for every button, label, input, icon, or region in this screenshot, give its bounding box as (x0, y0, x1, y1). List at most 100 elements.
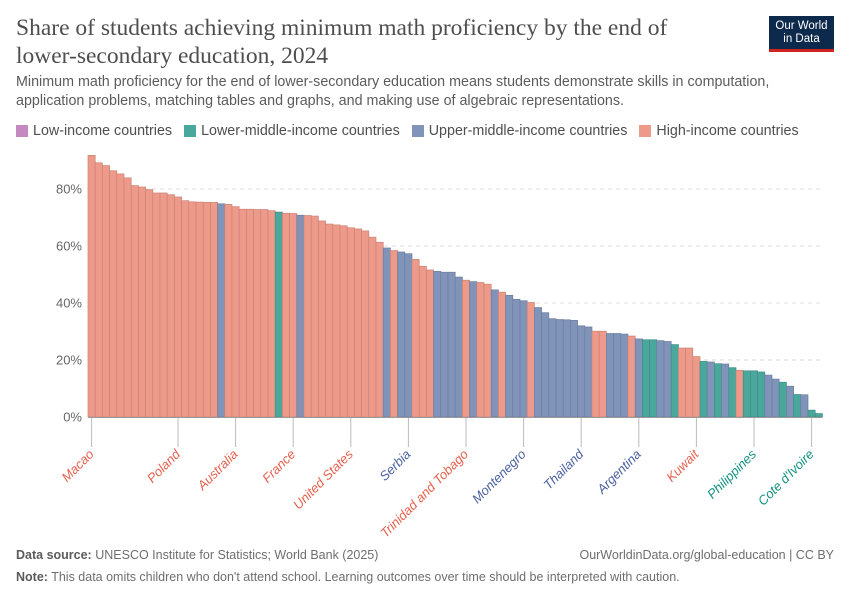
bar[interactable] (274, 211, 283, 418)
bar[interactable] (656, 340, 665, 418)
bar[interactable] (814, 413, 823, 418)
bar[interactable] (296, 214, 305, 418)
bar[interactable] (526, 302, 535, 418)
bar[interactable] (310, 215, 319, 418)
bar[interactable] (771, 378, 780, 418)
bar[interactable] (634, 338, 643, 418)
bar[interactable] (210, 202, 218, 418)
source-text[interactable]: UNESCO Institute for Statistics; World B… (95, 548, 379, 562)
bar[interactable] (260, 209, 269, 418)
bar[interactable] (238, 208, 247, 418)
bar[interactable] (598, 330, 607, 418)
bar[interactable] (159, 192, 168, 418)
bar[interactable] (663, 341, 672, 418)
bar[interactable] (339, 225, 348, 418)
bar[interactable] (303, 215, 312, 418)
bar[interactable] (123, 177, 132, 418)
bar[interactable] (382, 247, 391, 418)
bar[interactable] (130, 185, 139, 418)
bar[interactable] (152, 192, 161, 418)
bar[interactable] (447, 271, 456, 418)
bar[interactable] (699, 361, 708, 418)
bar[interactable] (706, 361, 715, 418)
bar[interactable] (224, 204, 233, 418)
bar[interactable] (253, 209, 262, 418)
bar[interactable] (397, 251, 406, 418)
bar[interactable] (174, 196, 182, 418)
bar[interactable] (541, 312, 550, 418)
bar[interactable] (570, 320, 578, 418)
bar[interactable] (368, 236, 377, 418)
bar[interactable] (670, 344, 679, 418)
bar[interactable] (87, 155, 96, 418)
bar[interactable] (166, 194, 175, 418)
bar[interactable] (361, 230, 370, 418)
bar[interactable] (519, 300, 528, 418)
bar[interactable] (282, 212, 290, 418)
legend-item-lower-middle[interactable]: Lower-middle-income countries (184, 123, 400, 139)
bar[interactable] (490, 289, 499, 418)
bar[interactable] (217, 203, 226, 418)
bar[interactable] (757, 371, 766, 418)
bar[interactable] (94, 162, 103, 418)
bar[interactable] (411, 259, 420, 418)
bar[interactable] (462, 279, 470, 418)
bar[interactable] (620, 333, 629, 418)
bar[interactable] (109, 170, 118, 418)
bar[interactable] (786, 385, 794, 418)
bar[interactable] (764, 374, 773, 418)
bar[interactable] (145, 189, 154, 418)
bar[interactable] (584, 326, 593, 418)
bar[interactable] (138, 186, 146, 418)
bar[interactable] (505, 294, 514, 418)
bar[interactable] (483, 283, 492, 418)
bar[interactable] (267, 210, 276, 418)
bar[interactable] (807, 409, 816, 418)
bar[interactable] (685, 347, 694, 418)
bar[interactable] (404, 253, 413, 418)
bar[interactable] (800, 394, 809, 418)
bar[interactable] (375, 241, 384, 418)
bar[interactable] (534, 307, 542, 418)
bar[interactable] (346, 227, 355, 418)
source-url[interactable]: OurWorldinData.org/global-education | CC… (579, 548, 834, 562)
bar[interactable] (627, 335, 636, 418)
bar[interactable] (735, 369, 744, 418)
bar[interactable] (512, 298, 521, 418)
bar[interactable] (440, 271, 449, 418)
bar[interactable] (188, 201, 197, 418)
bar[interactable] (102, 165, 110, 418)
bar[interactable] (332, 224, 341, 418)
legend-item-upper-middle[interactable]: Upper-middle-income countries (411, 123, 627, 139)
bar[interactable] (195, 201, 204, 418)
bar[interactable] (606, 333, 614, 418)
bar[interactable] (678, 347, 686, 418)
bar[interactable] (433, 271, 442, 418)
bar[interactable] (714, 363, 722, 418)
legend-item-low[interactable]: Low-income countries (16, 123, 172, 139)
bar[interactable] (354, 228, 362, 418)
bar[interactable] (390, 250, 398, 418)
legend-item-high[interactable]: High-income countries (639, 123, 799, 139)
bar[interactable] (318, 220, 326, 418)
bar[interactable] (289, 213, 298, 418)
bar[interactable] (793, 394, 802, 418)
owid-logo[interactable]: Our World in Data (769, 16, 834, 52)
bar[interactable] (591, 330, 600, 418)
bar[interactable] (454, 276, 463, 418)
bar[interactable] (555, 319, 564, 418)
bar[interactable] (721, 363, 730, 418)
bar[interactable] (426, 269, 434, 418)
bar[interactable] (692, 356, 701, 418)
bar[interactable] (613, 333, 622, 418)
bar[interactable] (325, 223, 334, 418)
bar[interactable] (181, 200, 190, 418)
bar[interactable] (750, 370, 758, 418)
bar[interactable] (116, 173, 125, 418)
bar[interactable] (498, 291, 506, 418)
bar[interactable] (548, 318, 557, 418)
bar[interactable] (246, 208, 254, 418)
bar[interactable] (778, 381, 787, 418)
bar[interactable] (728, 367, 737, 418)
bar[interactable] (476, 282, 485, 418)
